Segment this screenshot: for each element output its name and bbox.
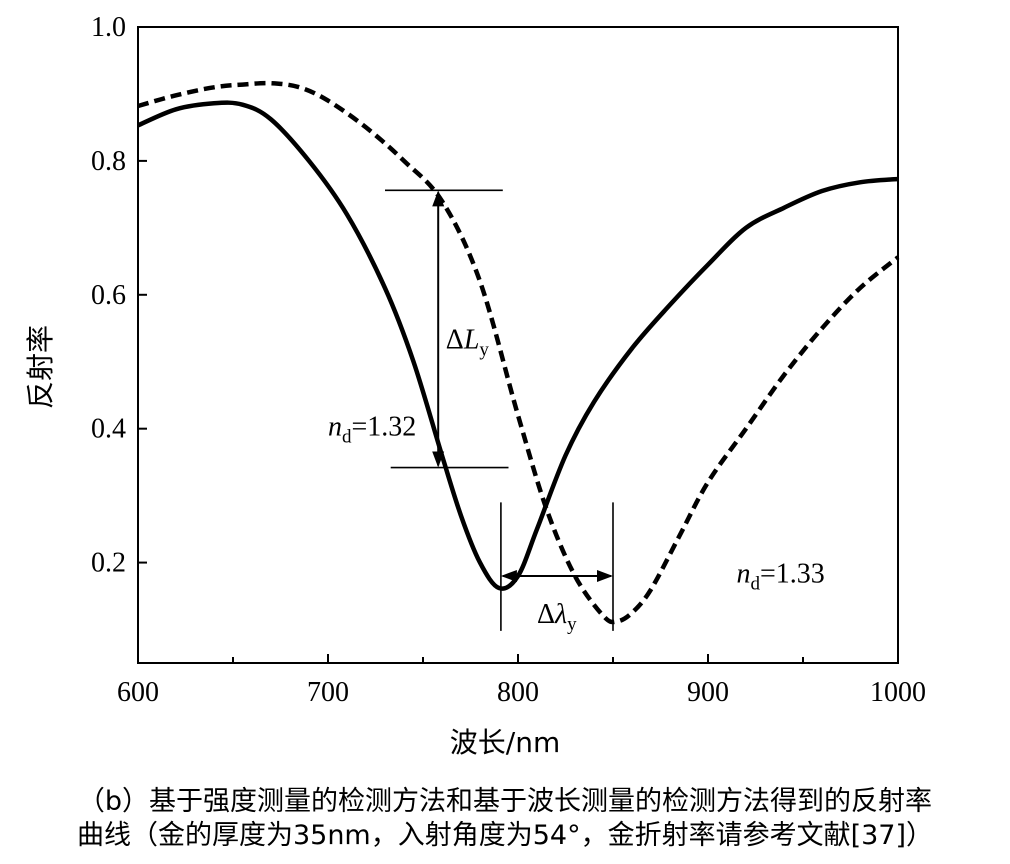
annotation-layer: nd=1.32 nd=1.33 ΔLy Δλy <box>328 324 825 634</box>
caption-line-1: （b）基于强度测量的检测方法和基于波长测量的检测方法得到的反射率 <box>77 786 933 817</box>
delta-L-label: ΔLy <box>446 324 490 360</box>
y-tick-label: 1.0 <box>91 12 126 43</box>
caption-line-2: 曲线（金的厚度为35nm，入射角度为54°，金折射率请参考文献[37]） <box>76 820 934 851</box>
nd-133-label: nd=1.33 <box>737 559 825 595</box>
y-tick-label: 0.8 <box>91 146 126 177</box>
delta-L-arrowhead-down <box>432 451 445 468</box>
x-axis-label: 波长/nm <box>450 726 560 759</box>
marker-layer <box>385 189 614 631</box>
series-line-nd-1-33 <box>137 80 900 625</box>
x-tick-label: 900 <box>687 677 729 708</box>
y-tick-label: 0.4 <box>91 414 126 445</box>
x-tick-label: 700 <box>307 677 349 708</box>
y-axis-ticks: 0.2 0.4 0.6 0.8 1.0 <box>91 12 147 579</box>
x-axis-ticks: 600 700 800 900 1000 <box>117 654 926 708</box>
nd-132-label: nd=1.32 <box>328 411 416 447</box>
series-layer <box>137 80 900 625</box>
reflectance-chart: 600 700 800 900 1000 0.2 0.4 0.6 0.8 1.0 nd=1.32… <box>24 12 926 759</box>
delta-L-arrowhead-up <box>432 190 445 207</box>
y-tick-label: 0.2 <box>91 548 126 579</box>
x-tick-label: 800 <box>497 677 539 708</box>
delta-lambda-label: Δλy <box>537 599 577 635</box>
delta-lambda-arrowhead-left <box>500 569 517 582</box>
delta-lambda-arrowhead-right <box>597 569 613 582</box>
y-tick-label: 0.6 <box>91 280 126 311</box>
series-line-nd-1-32 <box>137 100 899 591</box>
x-tick-label: 600 <box>117 677 159 708</box>
x-tick-label: 1000 <box>870 677 926 708</box>
y-axis-label: 反射率 <box>24 325 57 409</box>
